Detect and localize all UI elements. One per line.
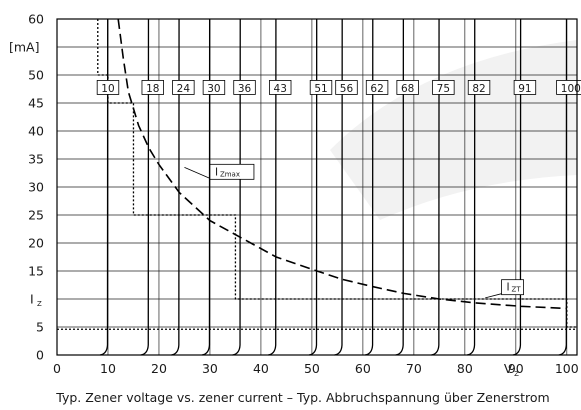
voltage-label-text: 36 [238, 83, 252, 95]
y-tick-label: 35 [28, 152, 44, 167]
voltage-label-box [467, 80, 491, 95]
voltage-label-text: 91 [518, 83, 531, 95]
voltage-label-text: 10 [101, 83, 114, 95]
x-tick-label: 10 [100, 361, 116, 376]
voltage-label-text: 24 [177, 83, 191, 95]
y-tick-label: 25 [28, 208, 44, 223]
voltage-label-text: 30 [207, 83, 220, 95]
voltage-label-box [172, 80, 195, 95]
y-axis-subscript: Z [37, 300, 42, 308]
y-tick-label: 45 [28, 96, 44, 111]
annotation-subscript: ZT [512, 286, 522, 294]
voltage-label: 43 [269, 80, 292, 95]
voltage-label-text: 56 [340, 83, 354, 95]
voltage-label: 62 [365, 80, 389, 95]
voltage-label: 30 [202, 80, 226, 95]
voltage-label: 36 [233, 80, 256, 95]
x-tick-label: 30 [202, 361, 218, 376]
x-tick-label: 60 [355, 361, 371, 376]
diode-voltage-labels: 10 18 24 30 36 43 51 56 62 68 75 82 91 100 [96, 80, 581, 95]
annotation-subscript: Zmax [220, 170, 240, 178]
annotation-izmax: I Zmax [184, 163, 255, 180]
voltage-label-text: 43 [274, 83, 287, 95]
voltage-label: 82 [467, 80, 491, 95]
voltage-label-box [365, 80, 389, 95]
annotation-leader [485, 293, 502, 299]
voltage-label: 68 [396, 80, 419, 95]
voltage-label-box [96, 80, 120, 95]
x-tick-label: 90 [508, 361, 524, 376]
voltage-label: 91 [513, 80, 537, 95]
voltage-label-text: 51 [314, 83, 327, 95]
voltage-label-text: 68 [401, 83, 414, 95]
voltage-label-box [141, 80, 164, 95]
voltage-label-box [396, 80, 419, 95]
voltage-label: 10 [96, 80, 120, 95]
voltage-label-box [335, 80, 358, 95]
y-tick-label: 15 [28, 264, 44, 279]
x-tick-label: 40 [253, 361, 269, 376]
voltage-label-box [432, 80, 455, 95]
y-tick-label: 0 [36, 348, 44, 363]
x-tick-label: 50 [304, 361, 320, 376]
voltage-label-box [269, 80, 292, 95]
voltage-label: 56 [335, 80, 358, 95]
voltage-label: 100 [556, 80, 581, 95]
y-tick-label: 60 [28, 12, 44, 27]
voltage-label-text: 100 [561, 83, 581, 95]
voltage-label-text: 18 [146, 83, 159, 95]
voltage-label-box [556, 80, 581, 95]
voltage-label-box [513, 80, 537, 95]
plot-frame [56, 18, 578, 356]
voltage-label-box [233, 80, 256, 95]
watermark [330, 40, 577, 220]
annotation-box [209, 163, 255, 180]
voltage-label-box [309, 80, 333, 95]
voltage-label-text: 82 [472, 83, 485, 95]
voltage-label-box [202, 80, 226, 95]
y-axis-unit: [mA] [9, 40, 39, 55]
y-tick-label: 5 [36, 320, 44, 335]
voltage-label: 51 [309, 80, 333, 95]
y-tick-label: 20 [28, 236, 44, 251]
voltage-label: 24 [172, 80, 195, 95]
y-tick-label: 50 [28, 68, 44, 83]
x-tick-label: 100 [555, 361, 579, 376]
voltage-label: 75 [432, 80, 455, 95]
axis-ticks: 0 10 20 30 40 50 60 70 80 90 100051520253035404550… [9, 12, 579, 379]
x-tick-label: 80 [457, 361, 473, 376]
series-lines [57, 18, 577, 330]
y-axis-symbol: I [30, 292, 34, 307]
x-axis-subscript: Z [514, 370, 519, 378]
x-axis-symbol: V [504, 361, 513, 376]
annotation-symbol: I [507, 282, 510, 294]
annotation-izt: I ZT [485, 279, 524, 299]
annotation-leader [184, 167, 211, 179]
annotation-box [501, 279, 524, 296]
x-tick-label: 70 [406, 361, 422, 376]
x-tick-label: 20 [151, 361, 167, 376]
voltage-label-text: 75 [437, 83, 450, 95]
voltage-label-text: 62 [370, 83, 383, 95]
voltage-label: 18 [141, 80, 164, 95]
y-tick-label: 40 [28, 124, 44, 139]
chart-caption: Typ. Zener voltage vs. zener current – T… [55, 390, 549, 405]
y-tick-label: 30 [28, 180, 44, 195]
annotation-symbol: I [215, 166, 218, 178]
watermark-shape [330, 40, 577, 220]
x-tick-label: 0 [53, 361, 61, 376]
